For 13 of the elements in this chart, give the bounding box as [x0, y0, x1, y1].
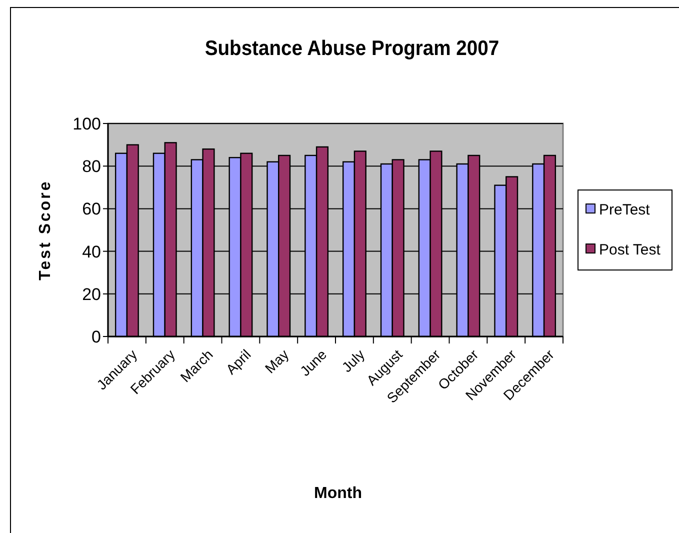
y-tick-label: 60: [82, 200, 101, 219]
x-tick-label: May: [262, 346, 292, 376]
x-axis-title: Month: [314, 485, 362, 502]
y-axis-title: Test Score: [37, 180, 54, 280]
x-tick-label: July: [338, 346, 368, 376]
y-tick-label: 40: [82, 242, 101, 262]
y-tick-label: 20: [82, 284, 101, 304]
legend-label: Post Test: [599, 241, 662, 258]
y-tick-label: 0: [92, 327, 101, 346]
chart-title: Substance Abuse Program 2007: [204, 37, 500, 60]
legend-label: PreTest: [599, 201, 651, 218]
y-tick-label: 100: [72, 114, 101, 134]
y-tick-label: 80: [82, 157, 101, 176]
